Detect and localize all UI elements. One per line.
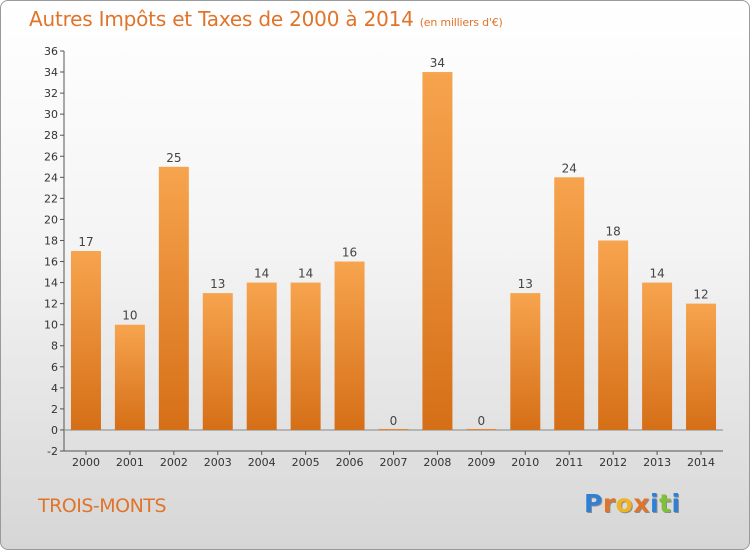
x-tick-label: 2009 — [467, 456, 495, 469]
y-tick-label: 14 — [44, 277, 58, 290]
x-tick-label: 2013 — [643, 456, 671, 469]
logo-letter: t — [659, 489, 672, 518]
y-tick-label: 30 — [44, 108, 58, 121]
data-label: 25 — [166, 151, 181, 165]
y-tick-label: 28 — [44, 129, 58, 142]
x-tick-label: 2000 — [72, 456, 100, 469]
y-tick-label: 20 — [44, 213, 58, 226]
bar — [422, 72, 453, 430]
bar — [158, 166, 189, 430]
data-label: 0 — [478, 414, 486, 428]
data-label: 17 — [78, 235, 93, 249]
logo-letter: x — [633, 489, 650, 518]
x-tick-label: 2011 — [555, 456, 583, 469]
bar — [686, 303, 717, 430]
x-tick-label: 2010 — [511, 456, 539, 469]
bar — [202, 293, 233, 430]
data-label: 12 — [693, 288, 708, 302]
bar — [642, 282, 673, 430]
chart-unit: (en milliers d'€) — [419, 16, 503, 29]
data-label: 0 — [390, 414, 398, 428]
x-tick-label: 2004 — [248, 456, 276, 469]
x-tick-label: 2012 — [599, 456, 627, 469]
y-tick-label: -2 — [47, 445, 58, 458]
x-tick-label: 2002 — [160, 456, 188, 469]
bar — [246, 282, 277, 430]
bar — [510, 293, 541, 430]
y-tick-label: 22 — [44, 192, 58, 205]
y-tick-label: 8 — [51, 340, 58, 353]
x-tick-label: 2007 — [380, 456, 408, 469]
chart-title-text: Autres Impôts et Taxes de 2000 à 2014 — [29, 7, 414, 31]
bar — [290, 282, 321, 430]
y-tick-label: 12 — [44, 298, 58, 311]
logo-letter: r — [602, 489, 616, 518]
data-label: 34 — [430, 56, 445, 70]
y-tick-label: 0 — [51, 424, 58, 437]
y-tick-label: 32 — [44, 87, 58, 100]
data-label: 16 — [342, 246, 357, 260]
data-labels: 17 10 25 13 14 14 16 0 34 0 13 24 18 14 12 — [78, 56, 708, 428]
data-label: 13 — [210, 277, 225, 291]
y-tick-label: 4 — [51, 382, 58, 395]
y-tick-label: 18 — [44, 234, 58, 247]
bars — [70, 72, 717, 430]
x-tick-label: 2008 — [423, 456, 451, 469]
data-label: 14 — [298, 267, 313, 281]
x-tick-label: 2003 — [204, 456, 232, 469]
data-label: 14 — [254, 267, 269, 281]
place-name: TROIS-MONTS — [38, 495, 167, 517]
bar — [114, 324, 145, 430]
y-tick-label: 26 — [44, 150, 58, 163]
y-tick-label: 16 — [44, 256, 58, 269]
bar — [554, 177, 585, 430]
bar — [598, 240, 629, 430]
bar — [466, 428, 497, 430]
logo-letter: P — [584, 489, 603, 518]
x-tick-label: 2001 — [116, 456, 144, 469]
y-tick-label: 24 — [44, 171, 58, 184]
x-tick-label: 2014 — [687, 456, 715, 469]
logo-letter: i — [650, 489, 660, 518]
data-label: 24 — [562, 161, 577, 175]
y-tick-label: 2 — [51, 403, 58, 416]
proxiti-logo[interactable]: Proxiti — [584, 489, 681, 518]
y-tick-label: 34 — [44, 66, 58, 79]
bar — [70, 251, 101, 430]
y-tick-label: 10 — [44, 319, 58, 332]
x-tick-label: 2005 — [292, 456, 320, 469]
y-tick-label: 36 — [44, 45, 58, 58]
bar — [378, 428, 409, 430]
bar — [334, 261, 365, 430]
chart-title: Autres Impôts et Taxes de 2000 à 2014 (en… — [29, 7, 503, 31]
data-label: 10 — [122, 309, 137, 323]
data-label: 14 — [649, 267, 664, 281]
y-tick-label: 6 — [51, 361, 58, 374]
data-label: 13 — [518, 277, 533, 291]
logo-letter: i — [671, 489, 681, 518]
data-label: 18 — [606, 224, 621, 238]
x-tick-label: 2006 — [336, 456, 364, 469]
logo-letter: o — [615, 489, 634, 518]
